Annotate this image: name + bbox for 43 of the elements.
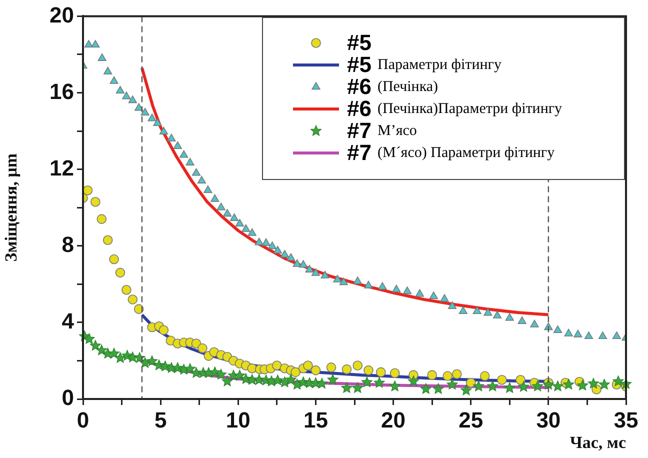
- x-tick-label: 5: [154, 407, 167, 432]
- point: [352, 360, 363, 370]
- point: [122, 285, 132, 295]
- point: [310, 365, 321, 376]
- point: [96, 214, 107, 224]
- point: [376, 367, 386, 378]
- y-tick-label: 16: [50, 78, 74, 104]
- point: [496, 374, 507, 385]
- point: [102, 235, 113, 246]
- point: [90, 196, 100, 207]
- y-tick-label: 0: [62, 385, 74, 410]
- y-tick-label: 8: [62, 232, 74, 257]
- point: [198, 343, 208, 354]
- point: [128, 294, 138, 304]
- point: [326, 362, 336, 372]
- point: [427, 370, 437, 380]
- point: [290, 367, 300, 378]
- point: [466, 378, 476, 388]
- point: [364, 365, 374, 376]
- y-tick-label: 12: [50, 155, 74, 180]
- point: [303, 360, 313, 370]
- x-tick-label: 30: [536, 407, 561, 432]
- point: [390, 368, 400, 378]
- y-axis-title: Зміщення, μm: [2, 153, 21, 262]
- point: [342, 364, 352, 374]
- point: [516, 374, 526, 385]
- point: [442, 371, 452, 381]
- y-tick-label: 20: [50, 2, 74, 28]
- point: [83, 185, 93, 196]
- point: [480, 371, 490, 381]
- x-tick-label: 25: [458, 407, 484, 432]
- point: [109, 254, 119, 264]
- x-axis-title: Час, мс: [570, 433, 626, 452]
- point: [158, 325, 169, 335]
- x-tick-label: 10: [226, 407, 250, 432]
- point: [452, 369, 462, 380]
- y-tick-label: 4: [62, 308, 75, 334]
- point: [272, 360, 282, 370]
- point: [115, 268, 126, 278]
- point: [134, 304, 144, 314]
- x-tick-label: 15: [303, 407, 328, 432]
- x-tick-label: 35: [614, 407, 638, 432]
- x-tick-label: 20: [381, 407, 406, 432]
